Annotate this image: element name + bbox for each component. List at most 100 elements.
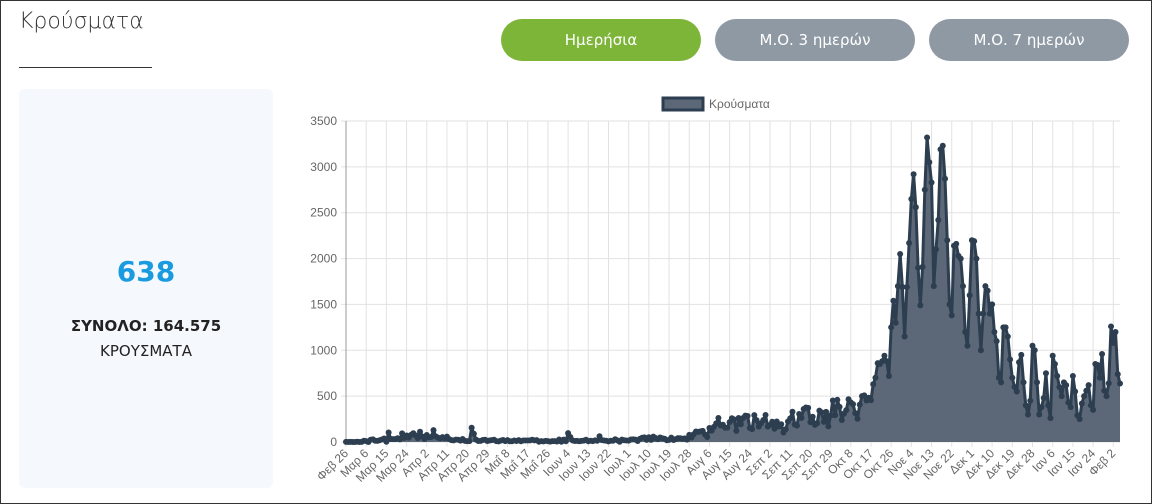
point <box>982 283 989 290</box>
point <box>933 246 940 253</box>
point <box>820 418 827 425</box>
avg3-button[interactable]: Μ.Ο. 3 ημερών <box>715 19 915 61</box>
point <box>1108 323 1115 330</box>
point <box>1056 383 1063 390</box>
point <box>930 283 937 290</box>
point <box>1058 393 1065 400</box>
point <box>1078 400 1085 407</box>
point <box>733 427 740 434</box>
point <box>1094 361 1101 368</box>
y-tick-label: 500 <box>317 389 337 403</box>
point <box>773 418 780 425</box>
point <box>1063 382 1070 389</box>
point <box>1065 399 1072 406</box>
summary-card: 638 ΣΥΝΟΛΟ: 164.575 ΚΡΟΥΣΜΑΤΑ <box>19 89 273 488</box>
point <box>926 159 933 166</box>
point <box>953 240 960 247</box>
point <box>1013 388 1020 395</box>
point <box>1045 402 1052 409</box>
point <box>735 414 742 421</box>
point <box>995 374 1002 381</box>
point <box>749 426 756 433</box>
point <box>883 358 890 365</box>
point <box>1016 359 1023 366</box>
point <box>823 408 830 415</box>
point <box>594 437 601 444</box>
point <box>1076 416 1083 423</box>
point <box>771 425 778 432</box>
point <box>1036 411 1043 418</box>
y-tick-label: 0 <box>330 435 337 449</box>
y-tick-label: 1500 <box>310 297 337 311</box>
point <box>879 358 886 365</box>
point <box>944 237 951 244</box>
point <box>1090 406 1097 413</box>
point <box>1101 387 1108 394</box>
point <box>894 283 901 290</box>
point <box>872 374 879 381</box>
point <box>1110 339 1117 346</box>
total-label: ΚΡΟΥΣΜΑΤΑ <box>100 342 192 360</box>
point <box>383 438 390 445</box>
daily-button[interactable]: Ημερήσια <box>501 19 701 61</box>
point <box>867 397 874 404</box>
page-title: Κρούσματα <box>19 9 144 34</box>
point <box>684 436 691 443</box>
point <box>928 179 935 186</box>
point <box>942 175 949 182</box>
point <box>906 239 913 246</box>
y-tick-label: 3500 <box>310 114 337 128</box>
point <box>760 417 767 424</box>
point <box>1096 374 1103 381</box>
point <box>1054 372 1061 379</box>
point <box>798 414 805 421</box>
y-tick-label: 2000 <box>310 252 337 266</box>
point <box>466 438 473 445</box>
point <box>919 263 926 270</box>
point <box>946 301 953 308</box>
point <box>834 396 841 403</box>
point <box>762 412 769 419</box>
point <box>789 408 796 415</box>
point <box>986 310 993 317</box>
point <box>818 409 825 416</box>
point <box>991 328 998 335</box>
point <box>1117 380 1123 387</box>
point <box>778 421 785 428</box>
latest-value: 638 <box>116 255 176 288</box>
point <box>836 403 843 410</box>
point <box>921 186 928 193</box>
point <box>1105 380 1112 387</box>
y-tick-label: 3000 <box>310 160 337 174</box>
point <box>939 142 946 149</box>
point <box>744 412 751 419</box>
point <box>1081 393 1088 400</box>
point <box>971 238 978 245</box>
point <box>899 284 906 291</box>
point <box>1051 361 1058 368</box>
avg7-button[interactable]: Μ.Ο. 7 ημερών <box>929 19 1129 61</box>
point <box>885 372 892 379</box>
point <box>470 430 477 437</box>
point <box>1047 415 1054 422</box>
point <box>984 287 991 294</box>
point <box>924 134 931 141</box>
point <box>861 392 868 399</box>
point <box>910 171 917 178</box>
point <box>399 430 406 437</box>
point <box>825 423 832 430</box>
point <box>870 381 877 388</box>
y-tick-label: 1000 <box>310 343 337 357</box>
point <box>856 401 863 408</box>
point <box>428 433 435 440</box>
point <box>827 412 834 419</box>
point <box>787 415 794 422</box>
point <box>854 415 861 422</box>
point <box>769 418 776 425</box>
point <box>713 420 720 427</box>
point <box>1042 370 1049 377</box>
point <box>912 204 919 211</box>
point <box>430 427 437 434</box>
